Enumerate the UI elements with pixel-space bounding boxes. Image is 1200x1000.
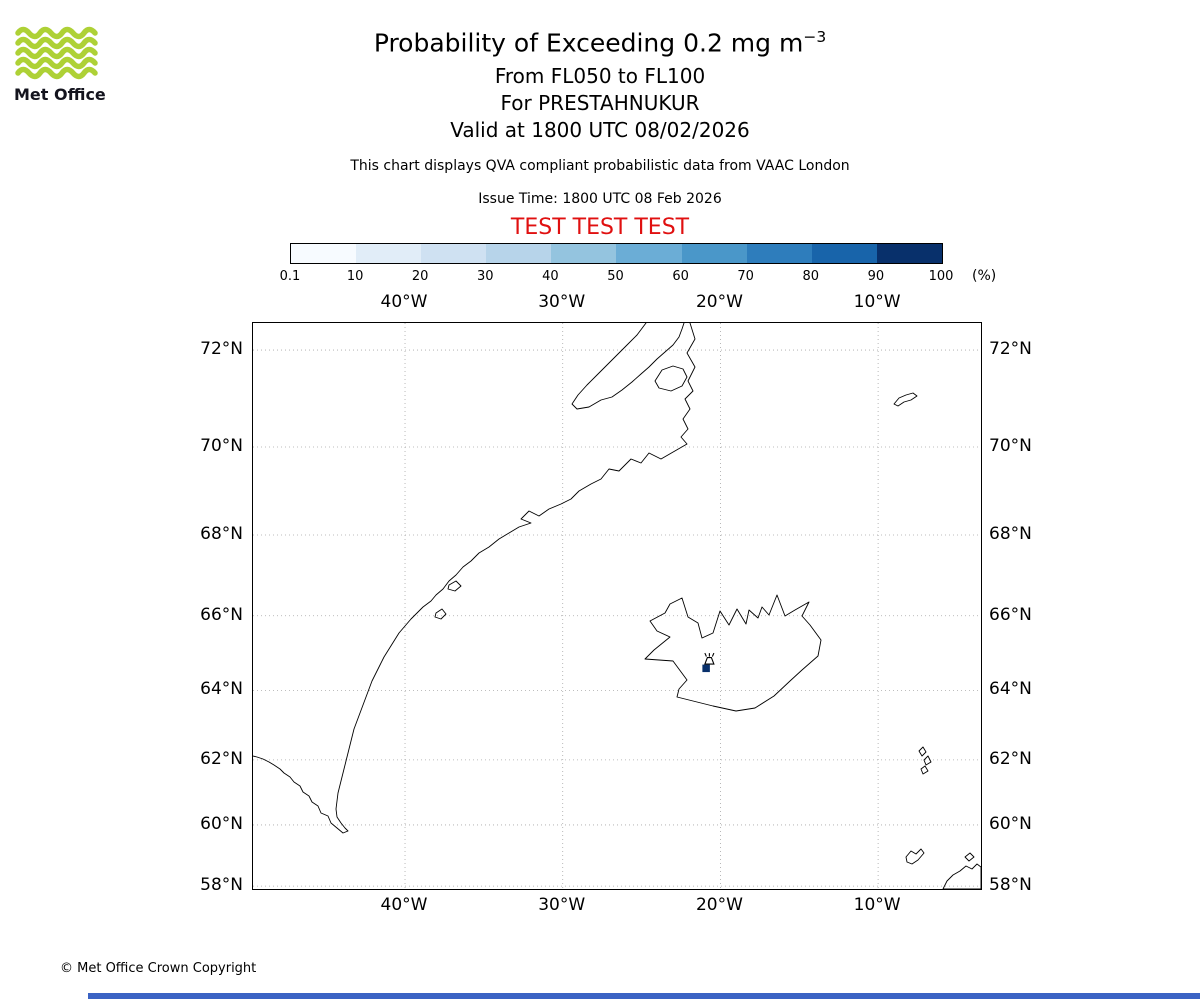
colorbar-segment [681, 244, 747, 263]
latitude-label: 68°N [989, 524, 1032, 544]
subtitle-volcano-name: For PRESTAHNUKUR [500, 91, 700, 115]
island-faroe-1 [918, 746, 927, 757]
island-outer-hebrides [905, 848, 925, 865]
subtitle-valid-time: Valid at 1800 UTC 08/02/2026 [450, 118, 750, 142]
coastline-scoresby-fjord [571, 323, 685, 410]
island-jan-mayen [893, 392, 918, 407]
latitude-label: 58°N [200, 875, 243, 896]
chart-title: Probability of Exceeding 0.2 mg m−3 [0, 28, 1200, 57]
colorbar-tick-label: 70 [737, 269, 754, 284]
latitude-label: 72°N [200, 339, 243, 360]
longitude-label: 30°W [538, 292, 586, 312]
colorbar-tick-label: 0.1 [279, 269, 301, 284]
colorbar-tick-label: 10 [346, 269, 364, 284]
colorbar-segment [876, 244, 942, 263]
colorbar-segment [811, 244, 877, 263]
latitude-label: 64°N [989, 679, 1032, 700]
volcano-icon [704, 652, 715, 665]
island-se-greenland-2 [434, 608, 447, 620]
met-office-logo-waves [15, 26, 98, 80]
latitude-label: 70°N [200, 435, 243, 456]
latitude-label: 60°N [989, 813, 1032, 834]
colorbar-tick-label: 40 [542, 269, 559, 284]
latitude-label: 66°N [989, 604, 1032, 625]
longitude-label: 30°W [538, 895, 586, 915]
latitude-labels-left: 72°N 70°N 68°N 66°N 64°N 62°N 60°N 58°N [0, 322, 243, 895]
latitude-label: 66°N [200, 604, 243, 625]
coastlines [253, 323, 981, 889]
colorbar-unit-label: (%) [972, 268, 997, 284]
bottom-bar [88, 993, 1200, 999]
colorbar-tick-label: 30 [477, 269, 494, 284]
longitude-label: 10°W [853, 895, 901, 915]
island-se-greenland-1 [447, 580, 462, 592]
qva-description: This chart displays QVA compliant probab… [350, 158, 850, 174]
longitude-labels-bottom: 40°W 30°W 20°W 10°W [252, 895, 980, 915]
colorbar-tick-label: 50 [607, 269, 624, 284]
latitude-label: 64°N [200, 679, 243, 700]
longitude-label: 20°W [695, 895, 743, 915]
latitude-label: 62°N [989, 748, 1032, 769]
island-faroe-2 [923, 755, 932, 766]
latitude-label: 62°N [200, 748, 243, 769]
colorbar-segment [356, 244, 422, 263]
longitude-label: 40°W [380, 292, 428, 312]
chart-title-text: Probability of Exceeding 0.2 mg m [373, 28, 804, 58]
latitude-label: 58°N [989, 875, 1032, 896]
latitude-label: 72°N [989, 339, 1032, 360]
map-svg [253, 323, 981, 889]
chart-title-exponent: −3 [803, 28, 827, 46]
colorbar-tick-label: 90 [867, 269, 885, 284]
test-banner: TEST TEST TEST [510, 215, 690, 240]
latitude-labels-right: 72°N 70°N 68°N 66°N 64°N 62°N 60°N 58°N [989, 322, 1059, 895]
longitude-label: 10°W [853, 292, 901, 312]
colorbar-segment [421, 244, 487, 263]
subtitle-flight-levels: From FL050 to FL100 [494, 64, 706, 88]
colorbar-segment [746, 244, 812, 263]
latitude-label: 70°N [989, 435, 1032, 456]
latitude-label: 68°N [200, 524, 243, 544]
colorbar: 0.1 10 20 30 40 50 60 70 80 90 100 (%) [280, 243, 1010, 289]
colorbar-segment [486, 244, 552, 263]
longitude-labels-top: 40°W 30°W 20°W 10°W [252, 292, 980, 312]
islet-north-scotland [964, 852, 975, 862]
coastline-iceland [644, 594, 822, 712]
map [252, 322, 982, 890]
longitude-label: 20°W [695, 292, 743, 312]
copyright: © Met Office Crown Copyright [60, 961, 257, 976]
island-milne-land [654, 365, 688, 392]
colorbar-tick-label: 100 [928, 269, 954, 284]
issue-time: Issue Time: 1800 UTC 08 Feb 2026 [478, 191, 722, 207]
colorbar-tick-label: 60 [672, 269, 689, 284]
probability-cell [702, 664, 710, 673]
colorbar-segment [616, 244, 682, 263]
met-office-logo: Met Office [14, 26, 124, 104]
colorbar-scale [290, 243, 943, 264]
longitude-label: 40°W [380, 895, 428, 915]
latitude-label: 60°N [200, 813, 243, 834]
coastline-greenland-east [253, 323, 696, 834]
colorbar-tick-labels: 0.1 10 20 30 40 50 60 70 80 90 100 [280, 269, 954, 286]
volcano-marker [702, 652, 715, 673]
colorbar-tick-label: 80 [802, 269, 820, 284]
colorbar-segment [551, 244, 617, 263]
coastline-scotland [942, 863, 981, 889]
grid-lines [253, 323, 981, 889]
colorbar-tick-label: 20 [411, 269, 429, 284]
colorbar-segment [291, 244, 357, 263]
met-office-logo-text: Met Office [14, 85, 106, 104]
island-faroe-3 [920, 765, 929, 775]
